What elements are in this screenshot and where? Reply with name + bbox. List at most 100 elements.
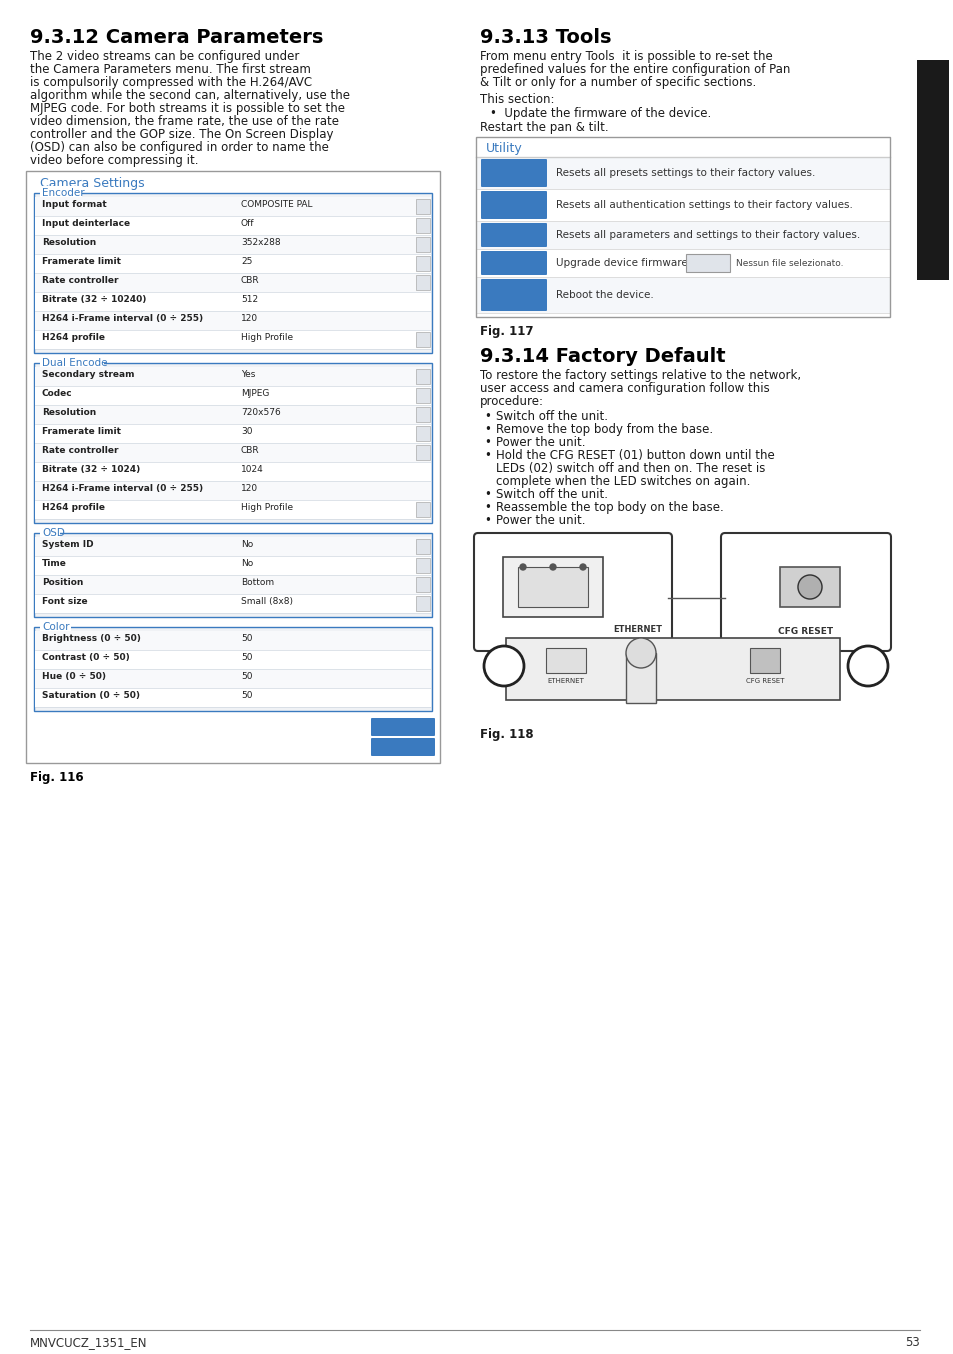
Bar [416, 445, 430, 460]
Text: 01: 01 [858, 659, 877, 673]
Bar [780, 567, 840, 607]
Text: 120: 120 [241, 483, 258, 493]
Text: ▼: ▼ [420, 542, 425, 547]
Bar [34, 627, 432, 711]
Text: H264 i-Frame interval (0 ÷ 255): H264 i-Frame interval (0 ÷ 255) [42, 483, 203, 493]
Bar [476, 157, 889, 190]
Bar [416, 332, 430, 347]
Bar [34, 194, 432, 353]
FancyBboxPatch shape [720, 533, 890, 651]
Text: & Tilt or only for a number of specific sections.: & Tilt or only for a number of specific … [479, 76, 756, 89]
Text: ▼: ▼ [420, 334, 425, 340]
Text: To restore the factory settings relative to the network,: To restore the factory settings relative… [479, 370, 801, 382]
Bar [476, 221, 889, 249]
Bar [416, 502, 430, 517]
Text: Brightness (0 ÷ 50): Brightness (0 ÷ 50) [42, 634, 141, 643]
Text: 50: 50 [241, 634, 253, 643]
Bar [35, 386, 431, 405]
Text: ▼: ▼ [420, 504, 425, 510]
Text: MNVCUCZ_1351_EN: MNVCUCZ_1351_EN [30, 1336, 148, 1349]
Bar [34, 363, 432, 523]
Text: 50: 50 [241, 691, 253, 700]
Text: Nessun file selezionato.: Nessun file selezionato. [735, 259, 842, 268]
Bar [35, 217, 431, 236]
Text: Restart the pan & tilt.: Restart the pan & tilt. [479, 121, 608, 134]
Text: Bottom: Bottom [241, 578, 274, 588]
Text: CBR: CBR [241, 445, 259, 455]
Bar [40, 185, 82, 200]
Text: ▼: ▼ [420, 259, 425, 264]
Text: Bitrate (32 ÷ 10240): Bitrate (32 ÷ 10240) [42, 295, 146, 305]
FancyBboxPatch shape [480, 191, 546, 219]
Text: Switch off the unit.: Switch off the unit. [496, 487, 607, 501]
Bar [476, 249, 889, 278]
Text: (OSD) can also be configured in order to name the: (OSD) can also be configured in order to… [30, 141, 329, 154]
Text: Fig. 118: Fig. 118 [479, 728, 533, 741]
Text: 50: 50 [241, 653, 253, 662]
Text: Secondary stream: Secondary stream [42, 370, 134, 379]
Text: Input deinterlace: Input deinterlace [42, 219, 130, 227]
Text: Resolution: Resolution [42, 408, 96, 417]
Text: Sfoglia...: Sfoglia... [689, 259, 725, 268]
Bar [685, 255, 729, 272]
Bar [35, 500, 431, 519]
Text: •: • [483, 515, 491, 527]
Bar [35, 196, 431, 217]
Text: •: • [483, 450, 491, 462]
Text: Yes: Yes [241, 370, 255, 379]
Text: ▼: ▼ [420, 409, 425, 414]
Text: Color: Color [42, 621, 70, 632]
Circle shape [797, 575, 821, 598]
Bar [35, 424, 431, 443]
Text: Codec: Codec [42, 389, 72, 398]
Bar [26, 171, 439, 764]
Text: Power the unit.: Power the unit. [496, 515, 585, 527]
Text: user access and camera configuration follow this: user access and camera configuration fol… [479, 382, 769, 395]
Text: MJPEG: MJPEG [241, 389, 269, 398]
Text: 9.3.14 Factory Default: 9.3.14 Factory Default [479, 347, 725, 366]
Text: Fig. 117: Fig. 117 [479, 325, 533, 338]
Bar [416, 275, 430, 290]
Text: Resets all authentication settings to their factory values.: Resets all authentication settings to th… [556, 200, 852, 210]
FancyBboxPatch shape [474, 533, 671, 651]
Text: High Profile: High Profile [241, 502, 293, 512]
Bar [40, 620, 71, 634]
Text: video dimension, the frame rate, the use of the rate: video dimension, the frame rate, the use… [30, 115, 338, 129]
Bar [35, 405, 431, 424]
Text: •: • [483, 422, 491, 436]
Text: No: No [241, 559, 253, 567]
Bar [35, 255, 431, 274]
Bar [35, 594, 431, 613]
Text: Utility: Utility [485, 142, 522, 154]
Circle shape [519, 565, 525, 570]
Text: Small (8x8): Small (8x8) [241, 597, 293, 607]
Text: 9.3.12 Camera Parameters: 9.3.12 Camera Parameters [30, 28, 323, 47]
Bar [35, 481, 431, 500]
Bar [35, 292, 431, 311]
Text: Fig. 116: Fig. 116 [30, 770, 84, 784]
Text: 53: 53 [904, 1336, 919, 1349]
Bar [476, 278, 889, 313]
Text: 02: 02 [494, 659, 513, 673]
Bar [35, 274, 431, 292]
Text: UPGRADING
FIRMWARE ...
PLEASE WAIT: UPGRADING FIRMWARE ... PLEASE WAIT [484, 280, 542, 310]
Text: 50: 50 [241, 672, 253, 681]
Text: video before compressing it.: video before compressing it. [30, 154, 198, 167]
Text: Bitrate (32 ÷ 1024): Bitrate (32 ÷ 1024) [42, 464, 140, 474]
Text: RESET
USERS: RESET USERS [499, 195, 528, 215]
Text: Input format: Input format [42, 200, 107, 209]
Text: ▼: ▼ [420, 371, 425, 376]
Text: ▼: ▼ [420, 598, 425, 604]
Text: procedure:: procedure: [479, 395, 543, 408]
Bar [476, 190, 889, 221]
Text: ▼: ▼ [420, 390, 425, 395]
Circle shape [625, 638, 656, 668]
FancyBboxPatch shape [480, 250, 546, 275]
Text: ▼: ▼ [420, 447, 425, 454]
Text: predefined values for the entire configuration of Pan: predefined values for the entire configu… [479, 64, 789, 76]
Text: Resets all parameters and settings to their factory values.: Resets all parameters and settings to th… [556, 230, 860, 240]
Text: •: • [483, 501, 491, 515]
Text: ▼: ▼ [420, 278, 425, 283]
Circle shape [483, 646, 523, 686]
Text: 352x288: 352x288 [241, 238, 280, 246]
